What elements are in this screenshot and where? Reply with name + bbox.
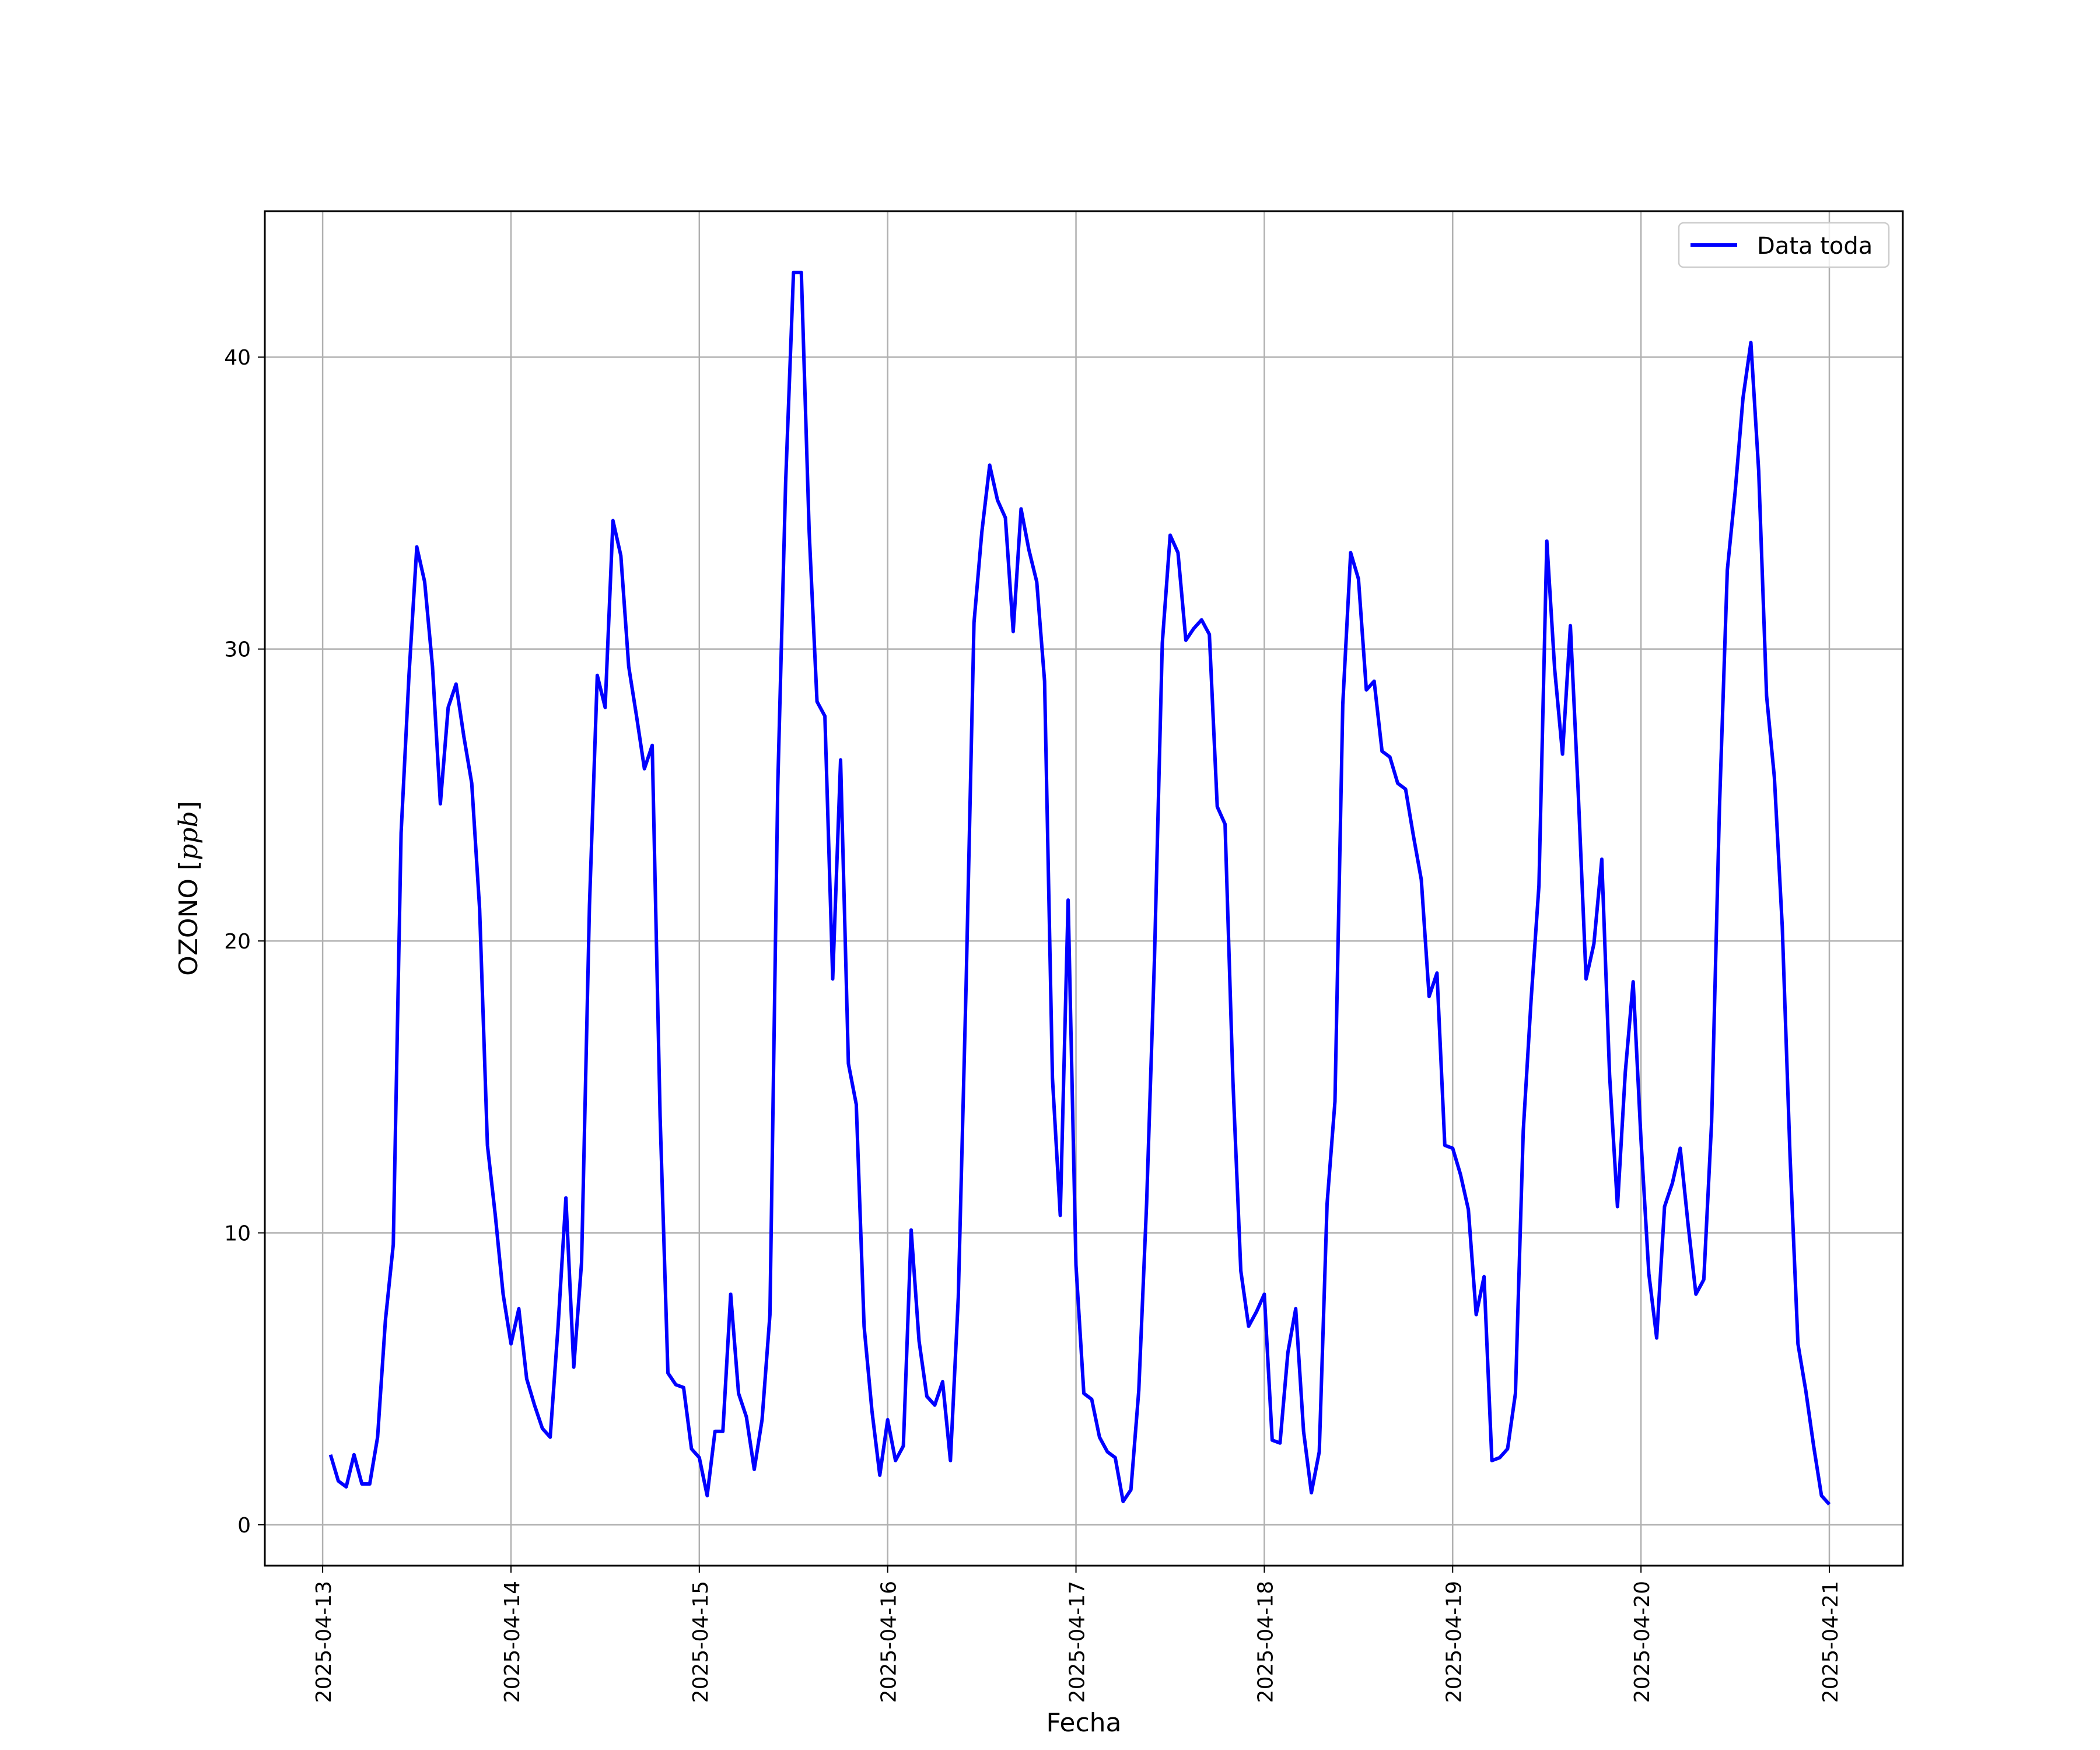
x-axis: 2025-04-13 2025-04-14 2025-04-15 2025-04-16… <box>312 1566 1843 1703</box>
y-axis-label-main: OZONO <box>174 870 204 976</box>
y-tick-label: 30 <box>224 638 251 662</box>
y-tick-label: 40 <box>224 346 251 370</box>
series-layer <box>328 271 1831 1506</box>
y-axis: 0 10 20 30 40 <box>224 346 265 1538</box>
x-tick-label: 2025-04-15 <box>689 1581 713 1703</box>
x-tick-label: 2025-04-14 <box>501 1581 524 1703</box>
legend-box <box>1678 222 1890 268</box>
x-axis-label: Fecha <box>1046 1708 1121 1738</box>
y-tick-label: 20 <box>224 930 251 954</box>
plot-area-background <box>265 211 1903 1566</box>
series-line-data-toda <box>328 271 1831 1506</box>
plot-area-frame <box>264 210 1904 1567</box>
y-tick-label: 10 <box>224 1222 251 1246</box>
legend-label: Data toda <box>1757 233 1873 260</box>
x-tick-label: 2025-04-13 <box>312 1581 336 1703</box>
x-tick-label: 2025-04-20 <box>1630 1581 1654 1703</box>
y-axis-label-close-bracket: ] <box>174 801 204 811</box>
x-tick-label: 2025-04-17 <box>1066 1581 1090 1703</box>
y-axis-label-open-bracket: [ <box>174 860 204 870</box>
y-axis-label: OZONO [ppb] <box>174 801 204 976</box>
grid-lines <box>265 211 1903 1566</box>
y-tick-label: 0 <box>237 1514 251 1538</box>
x-tick-label: 2025-04-18 <box>1254 1581 1278 1703</box>
x-tick-label: 2025-04-19 <box>1442 1581 1466 1703</box>
y-axis-label-unit: ppb <box>174 811 204 860</box>
x-tick-label: 2025-04-21 <box>1819 1581 1843 1703</box>
x-tick-label: 2025-04-16 <box>877 1581 901 1703</box>
legend: Data toda <box>1678 222 1890 268</box>
